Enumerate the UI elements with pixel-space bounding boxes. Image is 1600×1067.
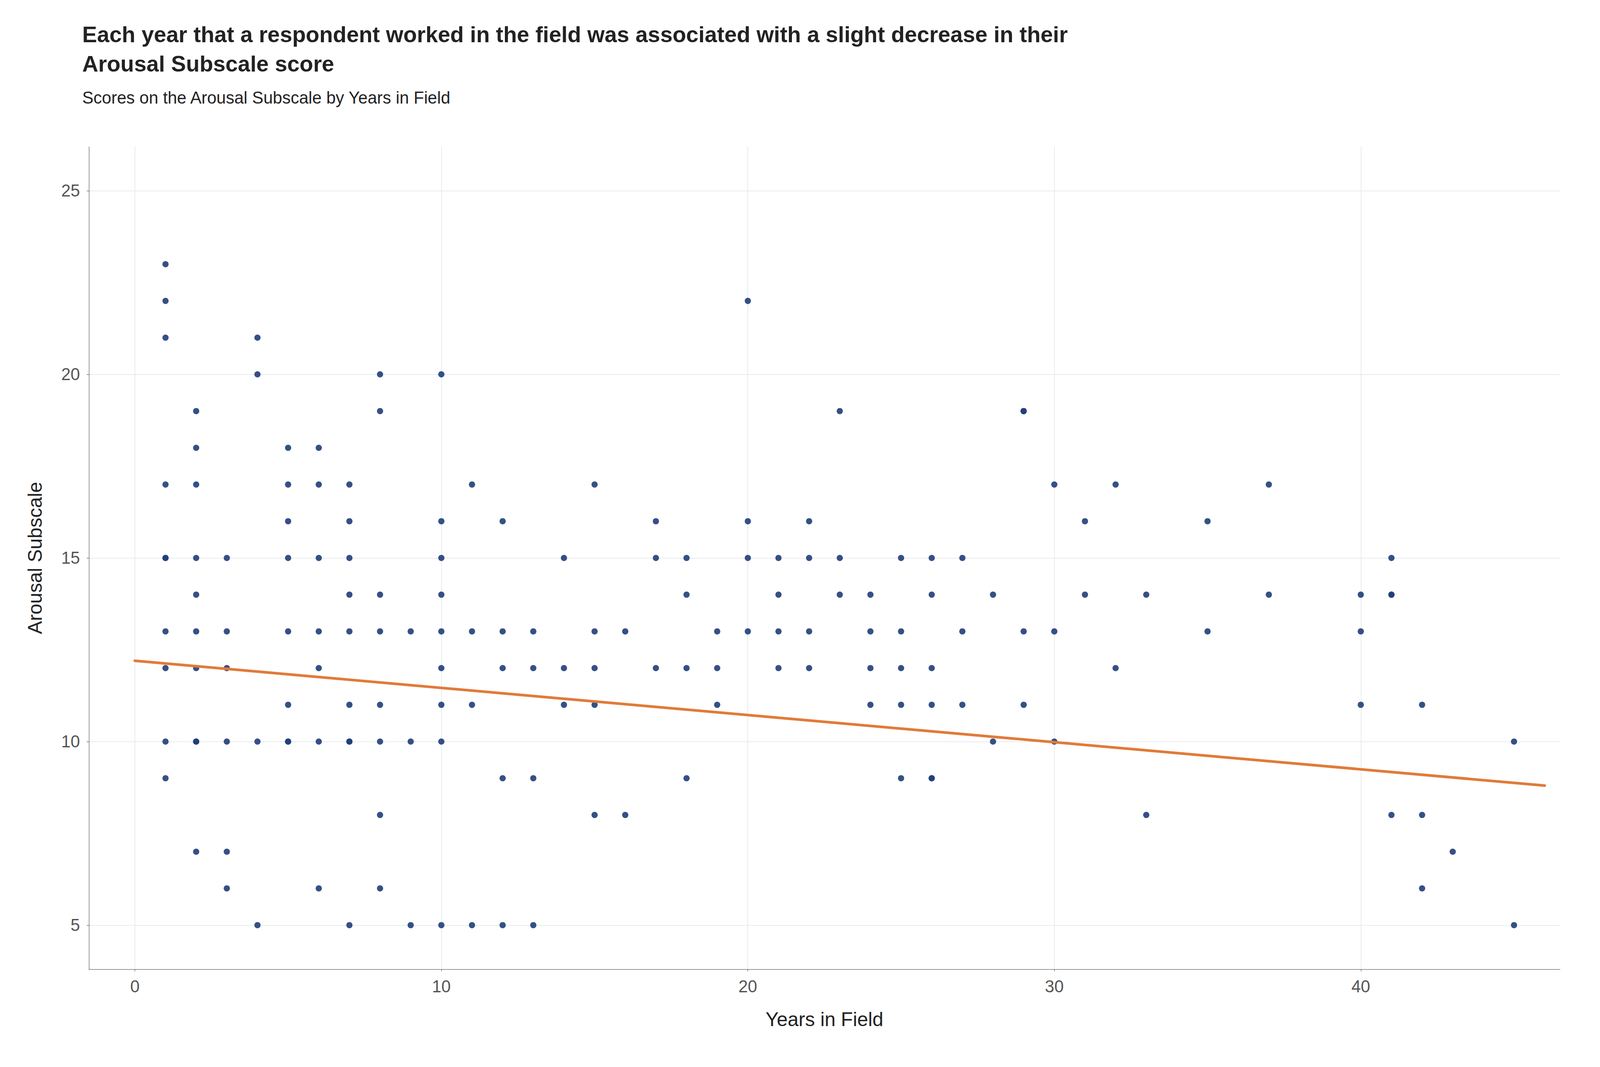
- svg-text:30: 30: [1044, 976, 1064, 996]
- svg-text:5: 5: [70, 915, 80, 935]
- svg-text:Arousal Subscale: Arousal Subscale: [24, 481, 46, 634]
- svg-text:20: 20: [61, 364, 80, 384]
- svg-text:Each year that a respondent wo: Each year that a respondent worked in th…: [82, 22, 1068, 48]
- svg-text:25: 25: [61, 181, 80, 200]
- svg-text:0: 0: [130, 976, 140, 996]
- svg-text:Scores on the Arousal Subscale: Scores on the Arousal Subscale by Years …: [82, 88, 451, 108]
- svg-text:Arousal Subscale score: Arousal Subscale score: [82, 51, 335, 77]
- svg-text:10: 10: [61, 732, 80, 751]
- svg-text:15: 15: [61, 548, 80, 568]
- svg-text:20: 20: [738, 976, 757, 996]
- svg-text:40: 40: [1351, 976, 1371, 996]
- svg-text:Years in Field: Years in Field: [765, 1008, 884, 1030]
- svg-text:10: 10: [432, 976, 451, 996]
